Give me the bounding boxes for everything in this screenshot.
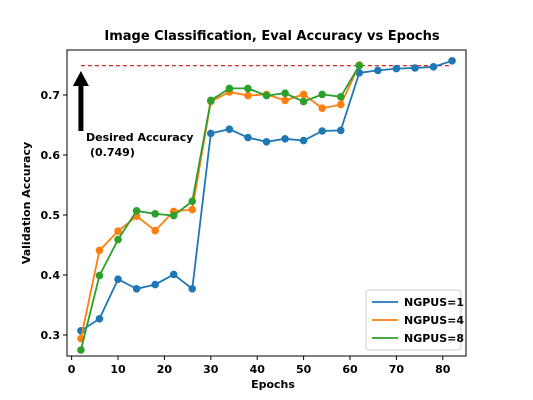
y-tick-label: 0.6: [41, 149, 61, 162]
x-tick-label: 70: [389, 363, 405, 376]
series-2-point: [318, 104, 326, 112]
annotation-line2: (0.749): [90, 146, 135, 159]
series-1-point: [244, 133, 252, 142]
y-tick-label: 0.5: [41, 209, 61, 222]
series-3-point: [207, 96, 215, 105]
x-tick-label: 10: [110, 363, 126, 376]
series-1-point: [429, 63, 438, 71]
series-1-point: [374, 66, 382, 75]
series-2-point: [151, 226, 159, 235]
series-1-point: [169, 270, 178, 279]
series-3-point: [281, 89, 289, 97]
x-tick-label: 40: [250, 363, 266, 376]
series-1-point: [151, 280, 159, 289]
x-tick-label: 80: [435, 363, 451, 376]
series-1-point: [188, 285, 197, 293]
series-3-point: [225, 84, 234, 93]
series-1-point: [299, 136, 308, 145]
y-tick-label: 0.4: [41, 269, 61, 282]
series-1-point: [336, 126, 345, 135]
x-tick-label: 30: [203, 363, 219, 376]
legend-label-ngpus1: NGPUS=1: [404, 296, 464, 309]
series-3-point: [188, 197, 197, 205]
series-3-point: [114, 235, 122, 244]
annotation-line1: Desired Accuracy: [86, 131, 193, 144]
series-3-point: [355, 61, 364, 70]
legend: NGPUS=1 NGPUS=4 NGPUS=8: [365, 289, 464, 351]
series-2-point: [336, 100, 345, 109]
series-line-3: [80, 65, 361, 351]
series-1-point: [207, 129, 215, 138]
x-axis-ticks: 0 10 20 30 40 50 60 70 80: [68, 356, 451, 376]
series-1-point: [318, 127, 326, 135]
series-2-point: [281, 96, 289, 105]
series-3-point: [169, 211, 178, 220]
y-axis-label: Validation Accuracy: [20, 142, 33, 264]
annotation-arrow-head: [72, 71, 89, 86]
y-tick-label: 0.3: [41, 329, 61, 342]
series-3-point: [77, 346, 85, 354]
series-2-point: [299, 90, 308, 99]
series-3-point: [299, 97, 308, 106]
x-tick-label: 20: [157, 363, 173, 376]
series-2-point: [114, 227, 122, 235]
series-3-point: [336, 93, 345, 101]
series-1-point: [392, 64, 401, 73]
series-3-point: [318, 90, 326, 99]
series-1-point: [132, 285, 141, 293]
series-1-point: [95, 315, 104, 323]
legend-box: [365, 289, 462, 351]
series-3-point: [262, 91, 271, 100]
series-1-point: [225, 125, 234, 133]
series-2-point: [244, 91, 252, 100]
legend-label-ngpus8: NGPUS=8: [404, 332, 464, 345]
series-3-point: [244, 84, 252, 93]
plot-layer: [72, 57, 456, 354]
chart-title: Image Classification, Eval Accuracy vs E…: [104, 29, 439, 44]
series-3-point: [95, 271, 104, 280]
series-2-point: [188, 205, 197, 214]
series-1-point: [281, 135, 289, 143]
series-1-point: [448, 57, 456, 65]
y-tick-label: 0.7: [41, 89, 61, 102]
x-tick-label: 50: [296, 363, 312, 376]
x-tick-label: 60: [342, 363, 358, 376]
series-1-point: [114, 275, 122, 284]
series-2-point: [95, 246, 104, 255]
y-axis-ticks: 0.3 0.4 0.5 0.6 0.7: [41, 89, 67, 342]
series-1-point: [262, 138, 271, 146]
series-3-point: [132, 207, 141, 215]
x-tick-label: 0: [68, 363, 76, 376]
series-3-point: [151, 210, 159, 218]
series-1-point: [411, 64, 419, 72]
legend-label-ngpus4: NGPUS=4: [404, 314, 464, 327]
x-axis-label: Epochs: [251, 378, 295, 391]
